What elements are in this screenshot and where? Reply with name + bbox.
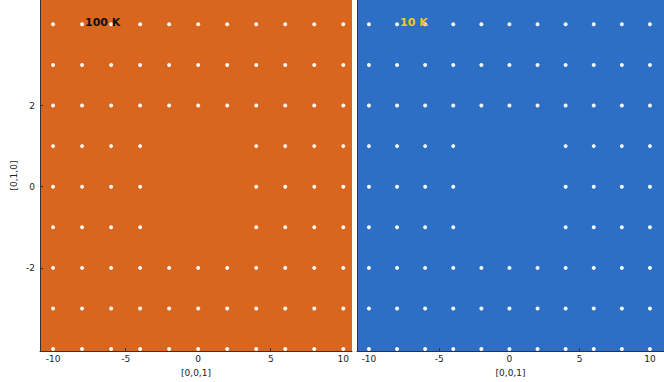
svg-text:10: 10 <box>338 354 350 364</box>
svg-text:-5: -5 <box>121 354 130 364</box>
svg-text:[0,0,1]: [0,0,1] <box>496 368 526 378</box>
svg-text:0: 0 <box>195 354 201 364</box>
svg-text:-10: -10 <box>362 354 377 364</box>
svg-text:-2: -2 <box>26 263 35 273</box>
svg-text:-10: -10 <box>46 354 61 364</box>
svg-text:5: 5 <box>268 354 274 364</box>
svg-text:0: 0 <box>29 182 35 192</box>
svg-text:10 K: 10 K <box>400 16 428 29</box>
svg-text:[0,0,1]: [0,0,1] <box>181 368 211 378</box>
svg-text:10: 10 <box>644 354 656 364</box>
svg-text:-5: -5 <box>435 354 444 364</box>
svg-text:100 K: 100 K <box>85 16 121 29</box>
svg-text:2: 2 <box>29 101 35 111</box>
svg-text:5: 5 <box>577 354 583 364</box>
svg-text:[0,1,0]: [0,1,0] <box>9 161 19 191</box>
svg-text:0: 0 <box>507 354 513 364</box>
